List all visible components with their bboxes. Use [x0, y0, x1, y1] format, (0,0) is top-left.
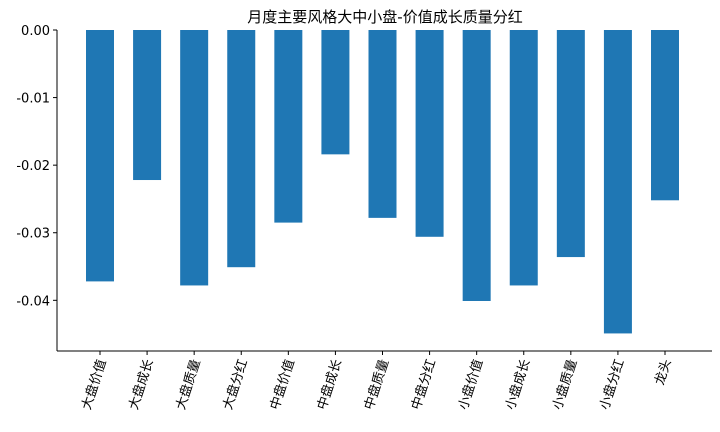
bars-group [86, 30, 679, 334]
bar-小盘质量 [556, 30, 585, 258]
bar-小盘成长 [509, 30, 538, 286]
y-tick-label: -0.02 [16, 159, 50, 174]
x-ticks-group: 大盘价值 大盘成长 大盘质量 大盘分红 中盘价值 中盘成长 中盘质量 中盘分红 小盘价值 小盘成长… [79, 351, 675, 412]
bar-大盘价值 [86, 30, 114, 282]
x-tick-label: 中盘质量 [361, 357, 392, 411]
y-tick-label: 0.00 [21, 24, 50, 39]
x-tick-label: 大盘分红 [220, 357, 251, 411]
x-tick-label: 龙头 [652, 358, 674, 387]
x-tick-label: 大盘质量 [173, 357, 204, 411]
y-ticks-group: 0.00 -0.01 -0.02 -0.03 -0.04 [16, 24, 57, 309]
x-tick-label: 小盘质量 [549, 357, 580, 411]
y-tick-label: -0.04 [16, 294, 50, 309]
bar-中盘成长 [321, 30, 350, 155]
x-tick-label: 小盘分红 [596, 357, 627, 411]
y-tick-label: -0.01 [16, 92, 50, 107]
axes-group [56, 30, 712, 352]
x-tick-label: 大盘价值 [79, 357, 110, 411]
bar-小盘价值 [462, 30, 491, 301]
x-tick-label: 中盘分红 [408, 357, 439, 411]
x-tick-label: 小盘价值 [455, 357, 486, 411]
x-tick-label: 小盘成长 [502, 357, 533, 411]
bar-中盘分红 [415, 30, 444, 237]
x-tick-label: 中盘成长 [314, 357, 345, 411]
bar-大盘质量 [180, 30, 209, 286]
bar-大盘成长 [133, 30, 162, 181]
x-tick-label: 大盘成长 [126, 357, 157, 411]
bar-中盘质量 [368, 30, 397, 218]
bar-龙头 [651, 30, 679, 201]
bar-大盘分红 [227, 30, 256, 268]
y-tick-label: -0.03 [16, 227, 50, 242]
x-tick-label: 中盘价值 [267, 357, 298, 411]
chart-title: 月度主要风格大中小盘-价值成长质量分红 [247, 8, 522, 26]
bar-中盘价值 [274, 30, 303, 223]
bar-小盘分红 [603, 30, 632, 334]
